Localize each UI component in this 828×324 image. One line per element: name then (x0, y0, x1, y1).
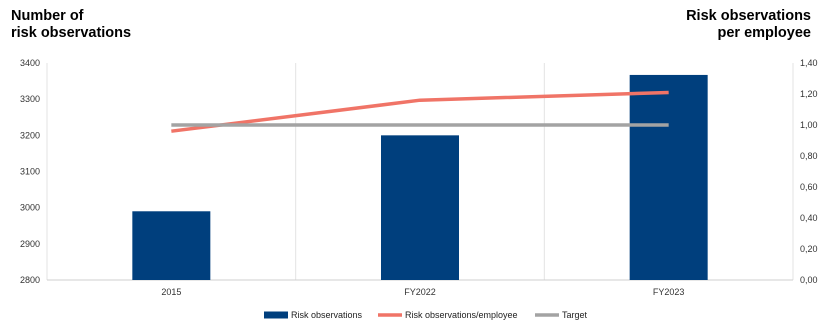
left-axis-title: Number of risk observations (11, 8, 131, 41)
legend-label: Risk observations (291, 310, 363, 320)
x-tick-label: FY2023 (653, 287, 685, 297)
bar-series (132, 74, 708, 280)
right-tick-label: 0,60 (800, 182, 818, 192)
left-tick-label: 3100 (20, 167, 40, 177)
left-tick-label: 3200 (20, 130, 40, 140)
right-axis-ticks: 0,00 0,20 0,40 0,60 0,80 1,00 1,20 1,40 (800, 58, 818, 285)
legend-label: Risk observations/employee (405, 310, 518, 320)
left-axis-title-line-2: risk observations (11, 25, 131, 41)
right-tick-label: 1,00 (800, 120, 818, 130)
left-tick-label: 3300 (20, 94, 40, 104)
left-axis-ticks: 2800 2900 3000 3100 3200 3300 3400 (20, 58, 40, 285)
x-tick-label: FY2022 (404, 287, 436, 297)
line-series (171, 90, 669, 133)
right-axis-title-line-2: per employee (718, 25, 812, 41)
left-tick-label: 3000 (20, 203, 40, 213)
legend: Risk observations Risk observations/emplo… (264, 310, 588, 320)
right-axis-title: Risk observations per employee (686, 8, 811, 41)
left-tick-label: 2900 (20, 239, 40, 249)
bar (629, 74, 708, 280)
right-tick-label: 0,80 (800, 151, 818, 161)
right-tick-label: 1,20 (800, 89, 818, 99)
right-tick-label: 1,40 (800, 58, 818, 68)
right-tick-label: 0,40 (800, 213, 818, 223)
legend-label: Target (562, 310, 588, 320)
legend-swatch (264, 311, 288, 319)
left-axis-title-line-1: Number of (11, 8, 84, 24)
left-tick-label: 2800 (20, 275, 40, 285)
right-axis-title-line-1: Risk observations (686, 8, 811, 24)
x-axis-ticks: 2015 FY2022 FY2023 (161, 287, 684, 297)
bar (132, 211, 211, 280)
bar (381, 135, 459, 280)
series-line (171, 90, 669, 133)
x-tick-label: 2015 (161, 287, 181, 297)
left-tick-label: 3400 (20, 58, 40, 68)
right-tick-label: 0,20 (800, 244, 818, 254)
right-tick-label: 0,00 (800, 275, 818, 285)
